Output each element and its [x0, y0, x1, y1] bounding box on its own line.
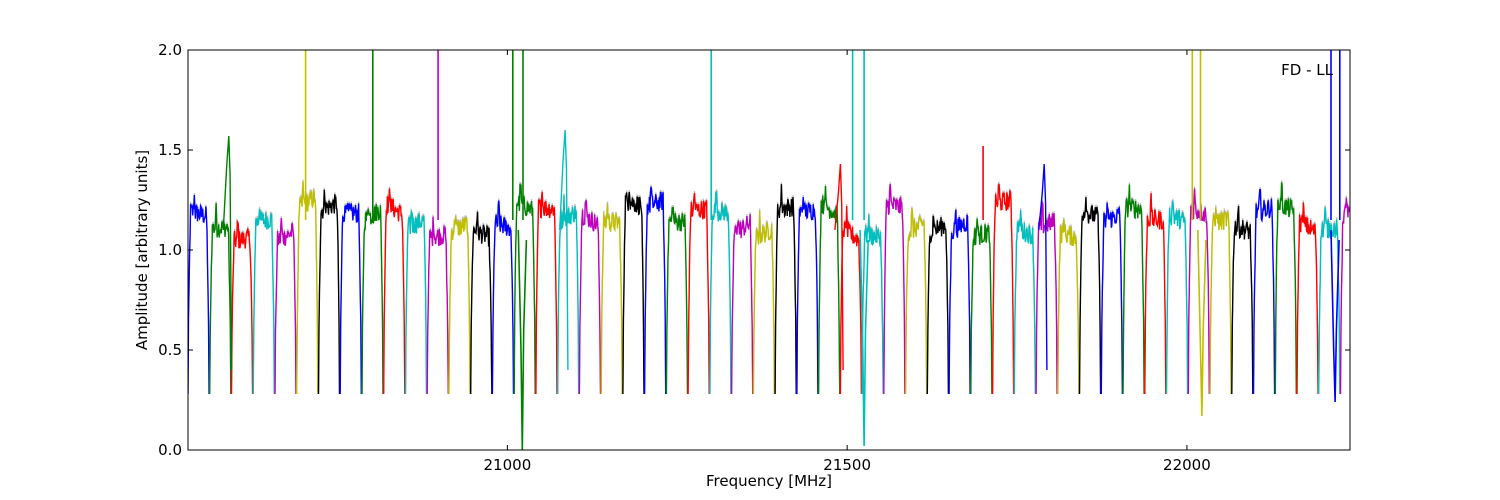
- channel-line: [1057, 219, 1080, 395]
- channel-line: [1317, 207, 1341, 395]
- background-channel-line: [339, 201, 362, 393]
- channel-line: [448, 216, 471, 395]
- background-channel-line: [1078, 195, 1102, 393]
- channel-line: [600, 203, 623, 395]
- channel-line: [1122, 184, 1145, 395]
- channel-line: [926, 215, 950, 395]
- channel-line: [361, 203, 384, 395]
- channel-line: [622, 191, 645, 395]
- channel-line: [991, 183, 1015, 395]
- peak-line: [1038, 163, 1048, 371]
- background-channel-line: [1339, 195, 1350, 393]
- channel-line: [839, 205, 863, 395]
- channel-line: [491, 200, 515, 395]
- background-channel-line: [535, 189, 558, 393]
- channel-line: [665, 206, 689, 395]
- y-tick-label: 0.5: [158, 341, 182, 359]
- channel-line: [1274, 182, 1298, 395]
- channel-line: [774, 184, 797, 395]
- background-channel-line: [448, 214, 471, 393]
- background-channel-line: [600, 201, 623, 393]
- channel-line: [1078, 197, 1102, 395]
- background-channel-line: [1209, 205, 1232, 393]
- channel-line: [948, 209, 971, 395]
- y-axis-label: Amplitude [arbitrary units]: [133, 150, 151, 350]
- background-channel-line: [1100, 200, 1124, 393]
- channel-line: [643, 186, 667, 395]
- peak-line: [559, 129, 569, 371]
- channel-line: [687, 192, 710, 395]
- channel-line: [426, 216, 449, 395]
- channel-line: [1165, 199, 1189, 395]
- channel-line: [752, 210, 776, 395]
- channel-line: [578, 200, 602, 395]
- background-channel-line: [252, 206, 275, 393]
- channel-line: [1252, 188, 1276, 395]
- peak-line: [222, 135, 233, 371]
- background-channel-line: [188, 192, 210, 393]
- channel-line: [188, 194, 210, 395]
- channel-line: [1231, 205, 1254, 395]
- channel-line: [796, 196, 819, 395]
- channel-line: [1296, 202, 1319, 395]
- peak-line: [834, 163, 844, 371]
- background-channel-line: [1122, 182, 1145, 393]
- y-tick-label: 1.0: [158, 241, 182, 259]
- channel-line: [904, 208, 928, 395]
- channel-line: [252, 208, 275, 395]
- channel-line: [230, 219, 254, 395]
- channel-line: [1144, 193, 1167, 395]
- x-tick-label: 21500: [823, 456, 871, 474]
- rfi-dip: [517, 229, 528, 450]
- rfi-dip: [859, 229, 869, 447]
- channel-line: [535, 191, 558, 395]
- plot-annotation: FD - LL: [1281, 61, 1333, 79]
- channel-line: [274, 217, 297, 395]
- channel-line: [296, 181, 319, 395]
- y-axis: 0.0 0.5 1.0 1.5 2.0: [158, 41, 1350, 459]
- channel-line: [1209, 207, 1232, 395]
- channel-line: [470, 211, 493, 395]
- channel-line: [1013, 210, 1037, 395]
- channel-line: [513, 183, 536, 395]
- background-channel-line: [426, 214, 449, 393]
- background-channel-line: [1252, 186, 1276, 393]
- channel-line: [709, 191, 732, 395]
- x-tick-label: 21000: [484, 456, 532, 474]
- series-layer: [188, 50, 1350, 450]
- channel-line: [339, 203, 362, 395]
- y-tick-label: 1.5: [158, 141, 182, 159]
- background-channel-line: [665, 204, 689, 393]
- background-channel-line: [796, 194, 819, 393]
- channel-line: [557, 195, 580, 395]
- rfi-dip: [1330, 229, 1340, 403]
- channel-line: [1339, 197, 1350, 395]
- channel-line: [861, 214, 884, 395]
- channel-line: [730, 213, 754, 395]
- x-axis: 21000 21500 22000: [484, 50, 1211, 474]
- channel-line: [209, 202, 232, 395]
- y-tick-label: 0.0: [158, 441, 182, 459]
- channel-line: [383, 188, 406, 395]
- channel-line: [970, 218, 993, 395]
- channel-line: [404, 210, 428, 395]
- background-channel-line: [404, 208, 428, 393]
- rfi-dip: [1197, 229, 1207, 417]
- x-axis-label: Frequency [MHz]: [706, 472, 832, 490]
- y-tick-label: 2.0: [158, 41, 182, 59]
- background-channel-line: [622, 189, 645, 393]
- channel-line: [317, 189, 341, 395]
- plot-area: [187, 49, 1351, 451]
- channel-line: [1100, 202, 1124, 395]
- x-tick-label: 22000: [1163, 456, 1211, 474]
- channel-line: [883, 184, 906, 395]
